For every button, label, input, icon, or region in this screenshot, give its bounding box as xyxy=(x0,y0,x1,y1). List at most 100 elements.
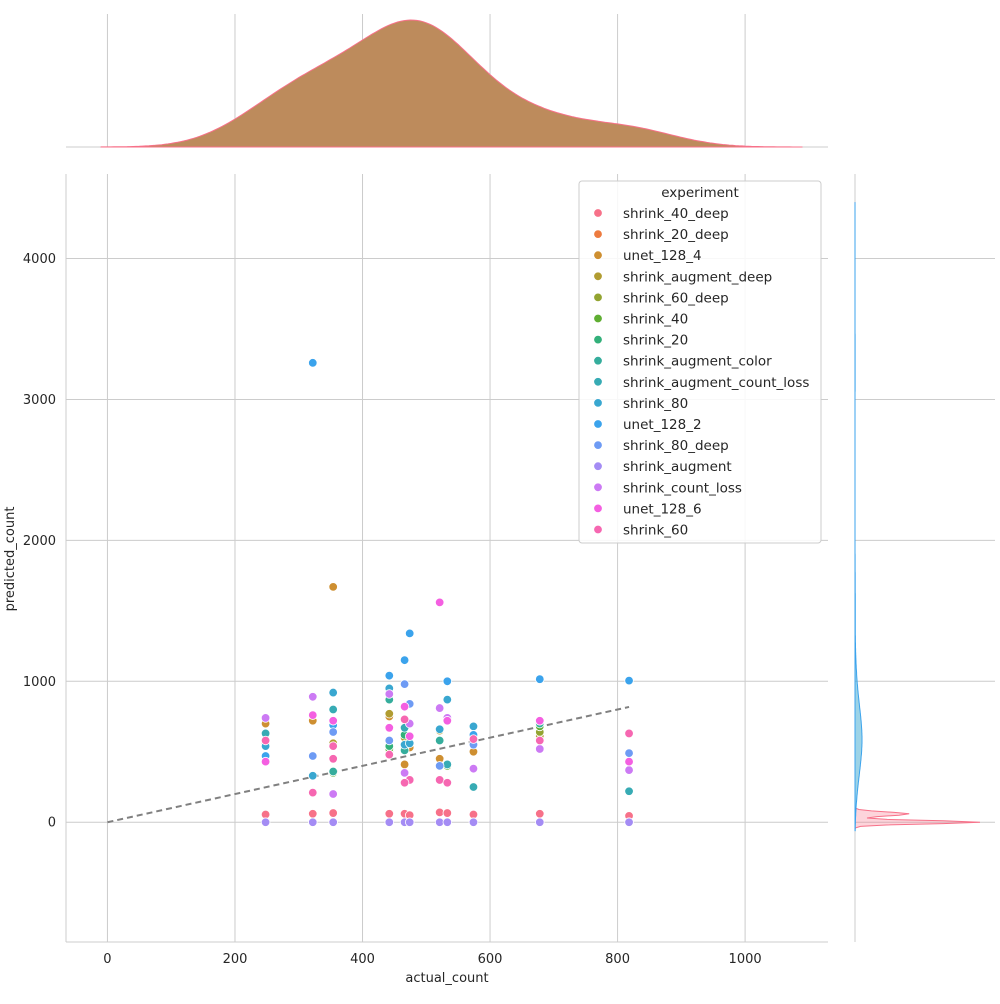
y-tick-label: 3000 xyxy=(23,393,56,408)
scatter-point xyxy=(308,751,318,761)
legend-entry: unet_128_2 xyxy=(623,417,702,433)
scatter-point xyxy=(260,809,271,820)
scatter-point xyxy=(535,817,545,827)
right-marginal-kde xyxy=(854,174,995,942)
x-tick-label: 200 xyxy=(223,952,248,967)
scatter-point xyxy=(535,809,545,819)
scatter-point xyxy=(399,759,410,770)
scatter-point xyxy=(399,778,410,788)
legend-marker xyxy=(593,250,603,260)
scatter-point xyxy=(442,694,453,705)
identity-line xyxy=(107,705,630,824)
scatter-point xyxy=(260,713,271,723)
y-density-peak xyxy=(854,202,981,831)
x-tick-label: 800 xyxy=(605,952,630,967)
legend-entry: shrink_20_deep xyxy=(623,227,729,243)
x-density-curve xyxy=(100,19,803,148)
scatter-point xyxy=(624,675,634,686)
top-marginal-kde xyxy=(66,14,828,148)
scatter-point xyxy=(624,728,634,739)
legend-entry: shrink_60 xyxy=(623,523,688,539)
scatter-point xyxy=(384,689,394,699)
scatter-point xyxy=(624,748,634,758)
legend-entry: shrink_20 xyxy=(623,333,688,349)
legend: experiment shrink_40_deep shrink_20_deepun… xyxy=(578,180,822,544)
scatter-point xyxy=(442,759,453,770)
scatter-point xyxy=(434,735,445,746)
scatter-point xyxy=(384,709,394,719)
scatter-point xyxy=(308,817,318,827)
legend-marker xyxy=(593,271,603,282)
scatter-point xyxy=(434,597,445,608)
legend-marker xyxy=(593,356,603,366)
scatter-point xyxy=(624,786,634,796)
legend-entry: shrink_augment_count_loss xyxy=(623,375,809,391)
scatter-point xyxy=(308,710,318,720)
x-axis-label: actual_count xyxy=(405,971,488,986)
scatter-point xyxy=(442,676,453,687)
scatter-point xyxy=(328,716,338,726)
scatter-point xyxy=(442,778,453,788)
legend-entry: shrink_augment_color xyxy=(623,354,772,370)
scatter-point xyxy=(434,761,445,771)
legend-marker xyxy=(593,398,603,408)
legend-entry: shrink_count_loss xyxy=(623,480,742,496)
legend-marker xyxy=(593,313,603,324)
legend-frame xyxy=(578,180,822,544)
scatter-point xyxy=(399,679,410,689)
scatter-point xyxy=(308,692,318,702)
scatter-point xyxy=(535,674,545,684)
reference-line xyxy=(107,705,630,824)
scatter-point xyxy=(535,716,545,726)
scatter-point xyxy=(399,714,410,725)
legend-entry: shrink_60_deep xyxy=(623,290,729,306)
scatter-point xyxy=(468,809,479,820)
legend-marker xyxy=(593,229,603,239)
scatter-point xyxy=(328,582,338,592)
legend-marker xyxy=(593,440,603,450)
scatter-point xyxy=(260,817,271,827)
scatter-point xyxy=(468,817,479,827)
scatter-point xyxy=(328,766,338,777)
scatter-point xyxy=(434,703,445,713)
scatter-point xyxy=(308,809,318,819)
scatter-point xyxy=(328,687,338,698)
legend-marker xyxy=(593,461,603,471)
scatter-point xyxy=(535,735,545,746)
y-tick-label: 0 xyxy=(48,816,56,831)
scatter-point xyxy=(624,756,634,767)
scatter-point xyxy=(328,808,338,818)
scatter-point xyxy=(404,731,415,741)
scatter-point xyxy=(404,817,415,827)
legend-entry: unet_128_6 xyxy=(623,501,702,517)
scatter-point xyxy=(328,754,338,764)
legend-marker xyxy=(593,524,603,535)
legend-marker xyxy=(593,292,603,303)
scatter-point xyxy=(328,704,338,715)
scatter-point xyxy=(404,628,415,639)
scatter-point xyxy=(442,716,453,726)
scatter-point xyxy=(308,787,318,798)
legend-entry: shrink_80 xyxy=(623,396,688,412)
legend-entry: shrink_40 xyxy=(623,312,688,328)
legend-marker xyxy=(593,208,603,218)
scatter-point xyxy=(260,735,271,746)
legend-marker xyxy=(593,482,603,493)
legend-entry: shrink_80_deep xyxy=(623,438,729,454)
legend-marker xyxy=(593,377,603,387)
scatter-point xyxy=(399,768,410,778)
legend-marker xyxy=(593,503,603,514)
legend-marker xyxy=(593,334,603,345)
y-tick-label: 4000 xyxy=(23,252,56,267)
scatter-point xyxy=(434,724,445,734)
scatter-point xyxy=(442,817,453,827)
x-tick-label: 0 xyxy=(103,952,111,967)
scatter-point xyxy=(399,701,410,712)
scatter-point xyxy=(384,723,394,733)
legend-entry: shrink_40_deep xyxy=(623,206,729,222)
scatter-point xyxy=(468,763,479,774)
scatter-point xyxy=(399,655,410,665)
x-tick-label: 600 xyxy=(478,952,503,967)
